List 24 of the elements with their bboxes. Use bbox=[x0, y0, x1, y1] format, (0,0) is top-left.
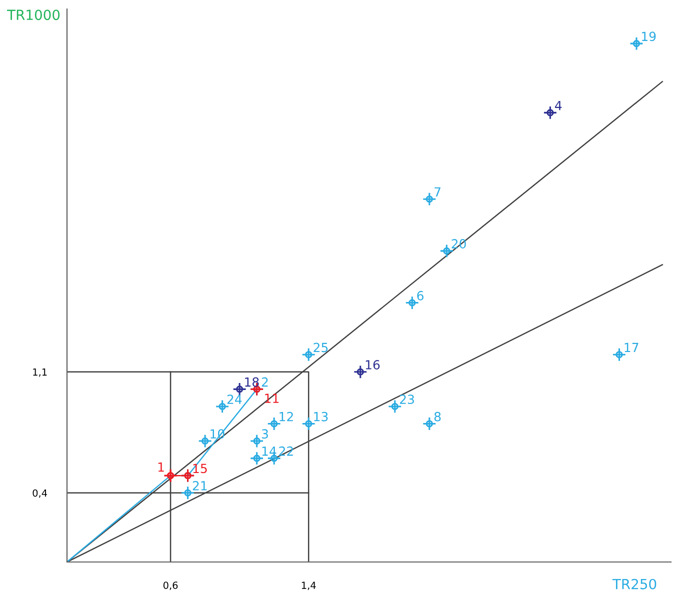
series-label: 16 bbox=[366, 360, 380, 370]
y-axis-title: TR1000 bbox=[7, 10, 60, 20]
series-label: 8 bbox=[434, 412, 441, 422]
y-tick-label: 0,4 bbox=[32, 489, 48, 498]
x-tick-label: 0,6 bbox=[163, 582, 178, 590]
series-label: 1 bbox=[158, 462, 164, 472]
y-tick-label: 1,1 bbox=[33, 368, 47, 377]
series-label: 3 bbox=[262, 429, 268, 439]
series-label: 24 bbox=[227, 394, 242, 404]
series-label: 12 bbox=[280, 412, 293, 422]
x-tick-label: 1,4 bbox=[302, 582, 316, 590]
series-label: 2 bbox=[262, 377, 268, 387]
series-label: 7 bbox=[434, 187, 440, 196]
series-label: 4 bbox=[554, 100, 562, 110]
series-label: 18 bbox=[245, 377, 259, 387]
x-axis-title: TR250 bbox=[612, 578, 656, 590]
series-label: 23 bbox=[400, 394, 414, 404]
series-label: 6 bbox=[417, 290, 424, 300]
series-label: 13 bbox=[314, 412, 328, 422]
series-label: 19 bbox=[642, 32, 656, 42]
series-label: 25 bbox=[314, 342, 328, 352]
series-label: 21 bbox=[192, 481, 207, 490]
series-label: 17 bbox=[624, 342, 638, 352]
series-label: 15 bbox=[193, 464, 207, 474]
